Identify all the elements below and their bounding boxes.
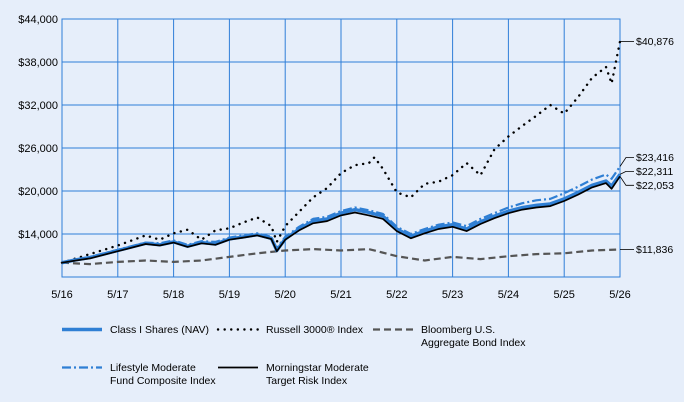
end-label-leader	[619, 157, 634, 167]
y-tick-label: $38,000	[18, 57, 58, 69]
y-tick-label: $26,000	[18, 143, 58, 155]
x-tick-label: 5/23	[442, 289, 463, 301]
x-tick-label: 5/26	[609, 289, 630, 301]
series-line-3	[61, 165, 621, 264]
x-tick-label: 5/16	[51, 289, 72, 301]
y-tick-label: $32,000	[18, 100, 58, 112]
y-tick-label: $14,000	[18, 229, 58, 241]
end-label-value: $22,311	[636, 166, 673, 178]
chart-legend: Class I Shares (NAV) Russell 3000® Index B…	[62, 324, 526, 387]
x-tick-label: 5/18	[163, 289, 184, 301]
legend-label: Morningstar Moderate Target Risk Index	[266, 362, 369, 387]
end-label-value: $11,836	[636, 244, 673, 256]
chart-grid	[61, 18, 621, 278]
legend-label: Russell 3000® Index	[266, 324, 364, 336]
y-tick-label: $20,000	[18, 186, 58, 198]
x-tick-label: 5/22	[386, 289, 407, 301]
x-tick-label: 5/21	[330, 289, 351, 301]
end-value-labels: $40,876 $23,416 $22,311 $22,053 $11,836	[619, 36, 674, 256]
series-line-2	[61, 248, 621, 266]
y-axis-ticks: $14,000 $20,000 $26,000 $32,000 $38,000 $44,0…	[18, 14, 58, 241]
series-line-4	[61, 175, 621, 264]
end-label-value: $23,416	[636, 152, 674, 164]
end-label-value: $40,876	[636, 36, 674, 48]
end-label-value: $22,053	[636, 180, 674, 192]
x-tick-label: 5/24	[498, 289, 519, 301]
end-label-leader	[619, 171, 634, 175]
x-tick-label: 5/25	[553, 289, 574, 301]
x-axis-ticks: 5/16 5/17 5/18 5/19 5/20 5/21 5/22 5/23 5/24 5/25…	[51, 289, 630, 301]
y-tick-label: $44,000	[18, 14, 58, 26]
legend-label: Lifestyle Moderate Fund Composite Index	[110, 362, 216, 387]
series-line-1	[60, 40, 622, 264]
legend-label: Class I Shares (NAV)	[110, 324, 209, 336]
end-label-leader	[619, 176, 634, 186]
x-tick-label: 5/17	[107, 289, 128, 301]
chart-series	[60, 40, 622, 266]
x-tick-label: 5/20	[274, 289, 295, 301]
legend-label: Bloomberg U.S. Aggregate Bond Index	[421, 324, 526, 349]
x-tick-label: 5/19	[219, 289, 240, 301]
